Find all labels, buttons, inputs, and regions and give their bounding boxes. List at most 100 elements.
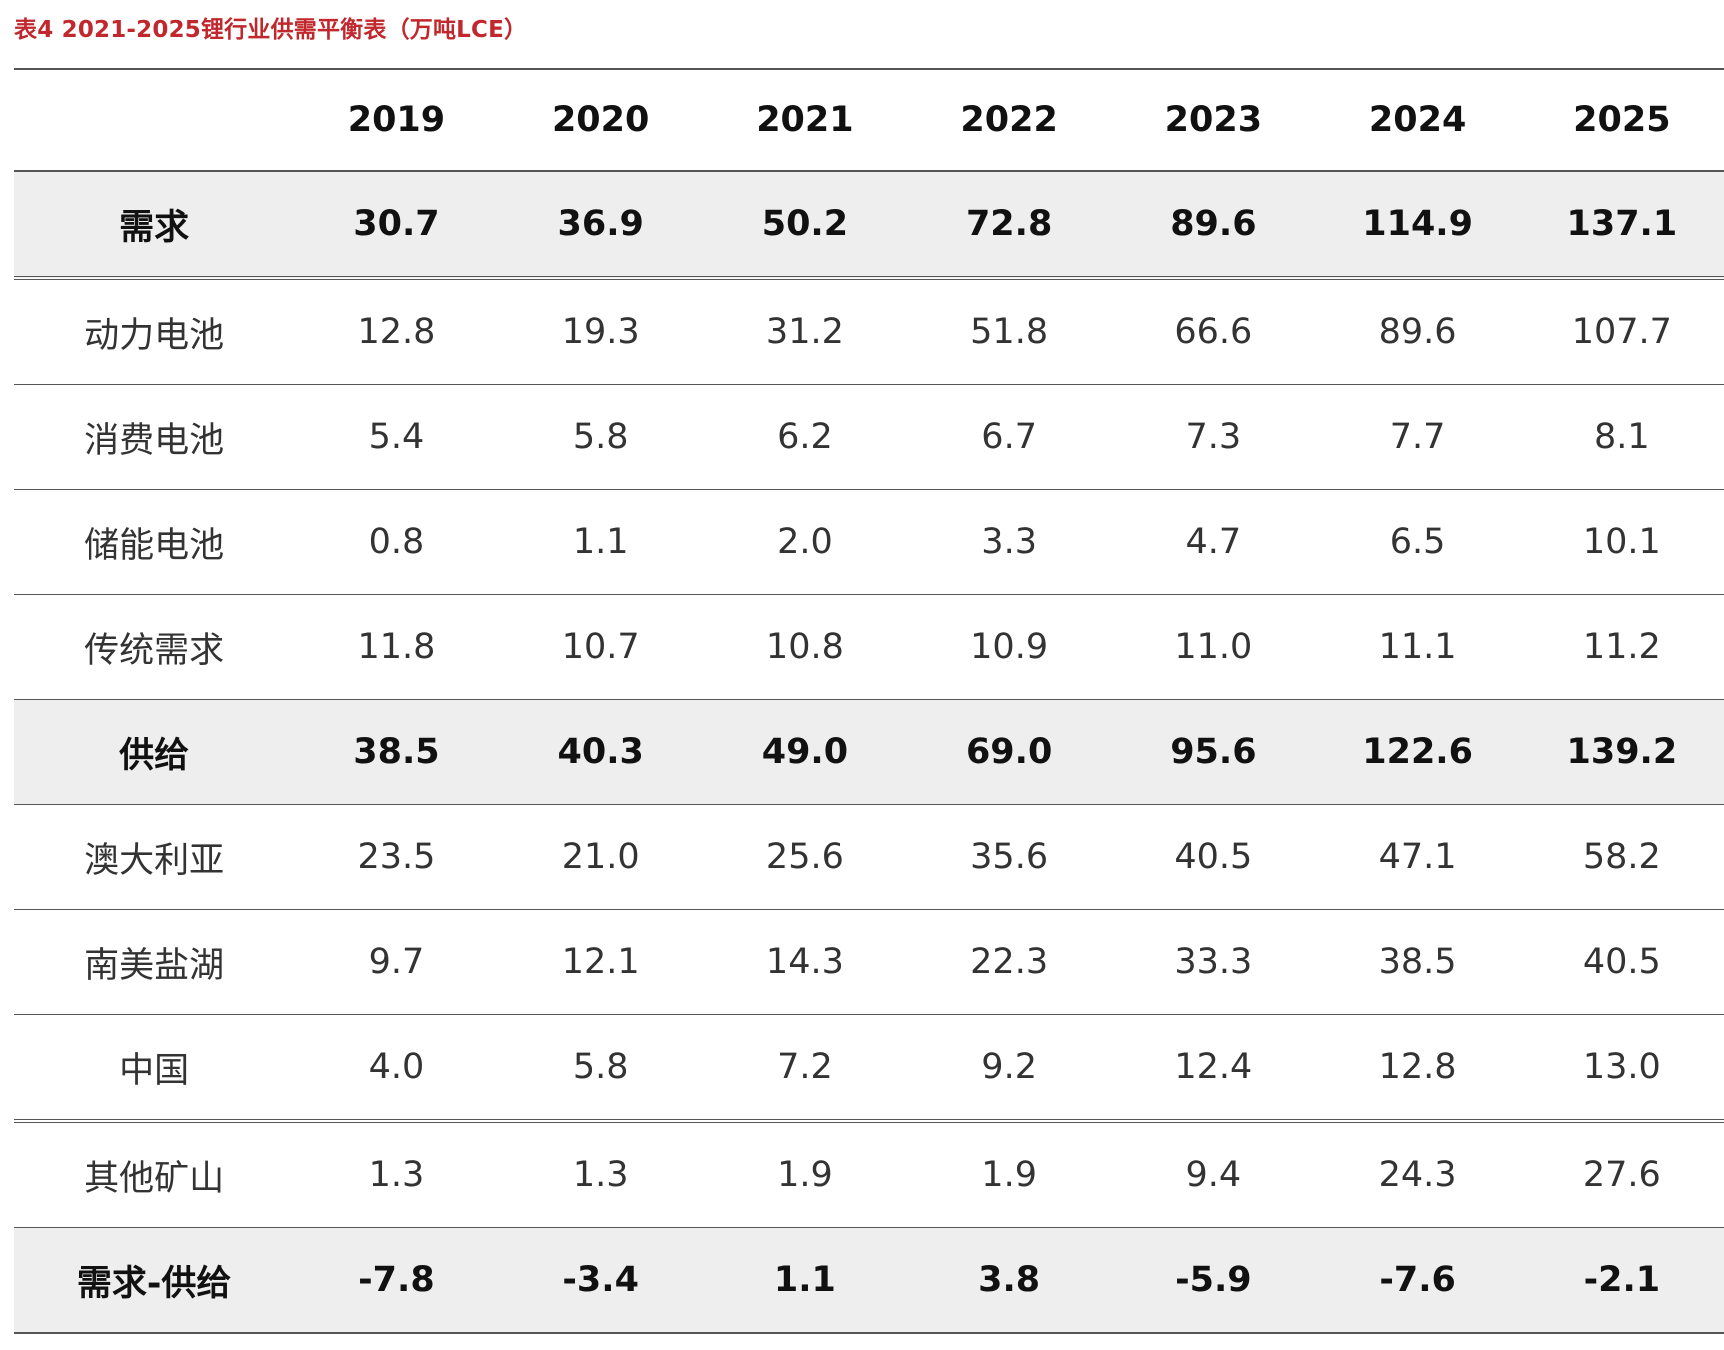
table-cell: 114.9 <box>1315 171 1520 280</box>
table-cell: 38.5 <box>1315 909 1520 1015</box>
table-cell: 1.3 <box>498 1121 703 1228</box>
table-cell: 7.2 <box>702 1014 908 1123</box>
row-label: 传统需求 <box>14 594 295 700</box>
table-cell: -7.6 <box>1315 1227 1520 1334</box>
table-cell: 40.5 <box>1519 909 1724 1015</box>
table-cell: 11.1 <box>1315 594 1520 700</box>
table-cell: 11.8 <box>294 594 499 700</box>
header-year: 2021 <box>702 69 908 172</box>
table-cell: -7.8 <box>294 1227 499 1334</box>
table-cell: 40.5 <box>1111 804 1316 910</box>
table-cell: 47.1 <box>1315 804 1520 910</box>
table-row: 动力电池 12.8 19.3 31.2 51.8 66.6 89.6 107.7 <box>14 278 1724 385</box>
table-cell: 22.3 <box>907 909 1112 1015</box>
table-cell: 10.1 <box>1519 489 1724 595</box>
table-cell: 2.0 <box>702 489 908 595</box>
table-cell: 9.4 <box>1111 1121 1316 1228</box>
table-row: 南美盐湖 9.7 12.1 14.3 22.3 33.3 38.5 40.5 <box>14 909 1724 1015</box>
table-cell: 0.8 <box>294 489 499 595</box>
row-label: 消费电池 <box>14 384 295 490</box>
table-cell: 51.8 <box>907 278 1112 385</box>
table-cell: 31.2 <box>702 278 908 385</box>
table-body: 需求 30.7 36.9 50.2 72.8 89.6 114.9 137.1 … <box>14 171 1724 1334</box>
table-row: 其他矿山 1.3 1.3 1.9 1.9 9.4 24.3 27.6 <box>14 1121 1724 1228</box>
table-cell: 25.6 <box>702 804 908 910</box>
supply-demand-table: 2019 2020 2021 2022 2023 2024 2025 需求 30… <box>14 68 1724 1334</box>
row-label: 动力电池 <box>14 278 295 385</box>
row-label: 需求-供给 <box>14 1227 295 1334</box>
header-year: 2022 <box>907 69 1112 172</box>
table-row: 澳大利亚 23.5 21.0 25.6 35.6 40.5 47.1 58.2 <box>14 804 1724 910</box>
table-cell: 13.0 <box>1519 1014 1724 1123</box>
table-row: 中国 4.0 5.8 7.2 9.2 12.4 12.8 13.0 <box>14 1014 1724 1123</box>
table-cell: 24.3 <box>1315 1121 1520 1228</box>
table-cell: 9.7 <box>294 909 499 1015</box>
table-cell: 33.3 <box>1111 909 1316 1015</box>
table-cell: 19.3 <box>498 278 703 385</box>
table-row: 消费电池 5.4 5.8 6.2 6.7 7.3 7.7 8.1 <box>14 384 1724 490</box>
table-row: 储能电池 0.8 1.1 2.0 3.3 4.7 6.5 10.1 <box>14 489 1724 595</box>
table-cell: 137.1 <box>1519 171 1724 280</box>
table-cell: 89.6 <box>1315 278 1520 385</box>
table-cell: 36.9 <box>498 171 703 280</box>
table-cell: 10.7 <box>498 594 703 700</box>
table-cell: 6.5 <box>1315 489 1520 595</box>
table-cell: 12.8 <box>294 278 499 385</box>
table-row-balance: 需求-供给 -7.8 -3.4 1.1 3.8 -5.9 -7.6 -2.1 <box>14 1227 1724 1334</box>
table-row: 传统需求 11.8 10.7 10.8 10.9 11.0 11.1 11.2 <box>14 594 1724 700</box>
header-year: 2019 <box>294 69 499 172</box>
table-cell: 139.2 <box>1519 699 1724 805</box>
row-label: 南美盐湖 <box>14 909 295 1015</box>
header-corner <box>14 69 295 172</box>
table-cell: 50.2 <box>702 171 908 280</box>
table-cell: 1.9 <box>907 1121 1112 1228</box>
table-cell: 14.3 <box>702 909 908 1015</box>
table-cell: 7.3 <box>1111 384 1316 490</box>
table-cell: 9.2 <box>907 1014 1112 1123</box>
table-cell: -5.9 <box>1111 1227 1316 1334</box>
row-label: 中国 <box>14 1014 295 1123</box>
table-cell: 5.8 <box>498 1014 703 1123</box>
row-label: 需求 <box>14 171 295 280</box>
table-cell: 58.2 <box>1519 804 1724 910</box>
row-label: 供给 <box>14 699 295 805</box>
table-cell: 40.3 <box>498 699 703 805</box>
table-cell: 1.9 <box>702 1121 908 1228</box>
table-row-supply-total: 供给 38.5 40.3 49.0 69.0 95.6 122.6 139.2 <box>14 699 1724 805</box>
table-cell: 8.1 <box>1519 384 1724 490</box>
table-cell: 107.7 <box>1519 278 1724 385</box>
header-year: 2023 <box>1111 69 1316 172</box>
table-cell: 10.8 <box>702 594 908 700</box>
table-cell: 66.6 <box>1111 278 1316 385</box>
header-year: 2020 <box>498 69 703 172</box>
table-cell: 23.5 <box>294 804 499 910</box>
table-cell: 69.0 <box>907 699 1112 805</box>
table-cell: -3.4 <box>498 1227 703 1334</box>
table-cell: 7.7 <box>1315 384 1520 490</box>
table-cell: 1.1 <box>498 489 703 595</box>
table-cell: 3.3 <box>907 489 1112 595</box>
table-cell: 95.6 <box>1111 699 1316 805</box>
header-year: 2024 <box>1315 69 1520 172</box>
table-cell: 11.0 <box>1111 594 1316 700</box>
table-cell: 35.6 <box>907 804 1112 910</box>
table-cell: 6.2 <box>702 384 908 490</box>
table-cell: 21.0 <box>498 804 703 910</box>
row-label: 其他矿山 <box>14 1121 295 1228</box>
supply-demand-table-container: 2019 2020 2021 2022 2023 2024 2025 需求 30… <box>14 68 1724 1334</box>
table-cell: 12.1 <box>498 909 703 1015</box>
table-cell: 3.8 <box>907 1227 1112 1334</box>
table-row-demand-total: 需求 30.7 36.9 50.2 72.8 89.6 114.9 137.1 <box>14 171 1724 280</box>
table-cell: 72.8 <box>907 171 1112 280</box>
table-cell: 10.9 <box>907 594 1112 700</box>
table-cell: 12.4 <box>1111 1014 1316 1123</box>
table-title: 表4 2021-2025锂行业供需平衡表（万吨LCE） <box>14 17 528 43</box>
table-cell: 11.2 <box>1519 594 1724 700</box>
header-year: 2025 <box>1519 69 1724 172</box>
table-cell: 27.6 <box>1519 1121 1724 1228</box>
table-cell: 4.7 <box>1111 489 1316 595</box>
table-cell: 6.7 <box>907 384 1112 490</box>
table-cell: 30.7 <box>294 171 499 280</box>
table-cell: 1.1 <box>702 1227 908 1334</box>
row-label: 储能电池 <box>14 489 295 595</box>
